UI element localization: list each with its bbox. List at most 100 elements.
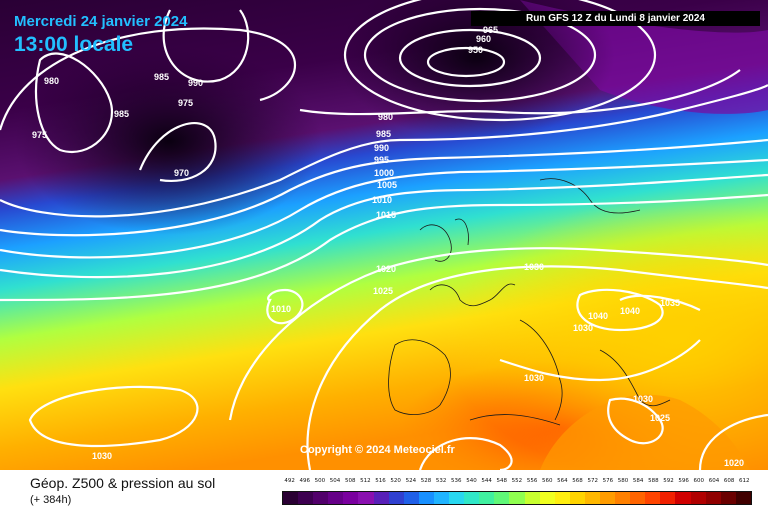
- legend-label: 548: [496, 478, 508, 484]
- legend-swatch: [313, 492, 329, 504]
- legend-label: 572: [587, 478, 598, 484]
- isobar-labels: 950 960 965 970 975 975 980 980 985 985 …: [32, 25, 744, 468]
- isobar-label: 990: [188, 78, 203, 88]
- legend-label: 600: [693, 478, 705, 484]
- isobar-label: 995: [374, 155, 389, 165]
- legend-swatch: [449, 492, 465, 504]
- isobar-lines: [0, 0, 768, 470]
- legend-swatch: [660, 492, 676, 504]
- legend-swatch: [599, 492, 616, 504]
- isobar-label: 970: [174, 168, 189, 178]
- isobar-label: 1010: [271, 304, 291, 314]
- isobar-label: 1000: [374, 168, 394, 178]
- isobar-label: 1030: [524, 262, 544, 272]
- model-run-banner: Run GFS 12 Z du Lundi 8 janvier 2024: [471, 11, 760, 26]
- legend-label: 552: [511, 478, 523, 484]
- legend-label: 508: [344, 478, 356, 484]
- legend-swatch: [433, 492, 450, 504]
- copyright-text: Copyright © 2024 Meteociel.fr: [300, 444, 455, 456]
- forecast-hour: 13:00 locale: [14, 33, 134, 56]
- legend-swatch: [494, 492, 510, 504]
- isobar-label: 1035: [660, 298, 680, 308]
- isobar-label: 985: [376, 129, 391, 139]
- isobar-label: 980: [378, 112, 393, 122]
- isobar-label: 985: [154, 72, 169, 82]
- legend-swatch: [283, 492, 299, 504]
- legend-swatch: [358, 492, 374, 504]
- legend-label: 584: [632, 478, 644, 484]
- isobar-label: 1015: [376, 210, 396, 220]
- legend-swatch: [615, 492, 631, 504]
- legend-label: 500: [314, 478, 326, 484]
- isobar-label: 990: [374, 143, 389, 153]
- isobar-label: 1005: [377, 180, 397, 190]
- legend-label: 604: [708, 478, 720, 484]
- legend-label: 496: [299, 478, 310, 484]
- isobar-label: 1040: [620, 306, 640, 316]
- legend-label: 492: [284, 478, 295, 484]
- legend-label: 528: [420, 478, 432, 484]
- legend-swatch: [645, 492, 661, 504]
- legend-label: 516: [375, 478, 386, 484]
- legend-label: 588: [648, 478, 659, 484]
- legend-swatch: [569, 492, 585, 504]
- legend-swatch: [509, 492, 525, 504]
- legend-label: 504: [329, 478, 341, 484]
- legend-label: 524: [405, 478, 417, 484]
- isobar-label: 965: [483, 25, 498, 35]
- isobar-label: 1020: [724, 458, 744, 468]
- color-scale-legend: 492 496 500 504 508 512 516 520 524 528 532 536 540 5…: [282, 478, 752, 508]
- legend-swatch: [403, 492, 419, 504]
- legend-label: 576: [602, 478, 614, 484]
- legend-label: 612: [739, 478, 750, 484]
- legend-swatch: [388, 492, 404, 504]
- legend-swatch: [630, 492, 646, 504]
- legend-label: 512: [360, 478, 371, 484]
- legend-label: 532: [435, 478, 447, 484]
- forecast-date: Mercredi 24 janvier 2024: [14, 13, 188, 30]
- legend-label: 520: [390, 478, 401, 484]
- chart-title: Géop. Z500 & pression au sol: [30, 475, 216, 491]
- forecast-range: (+ 384h): [30, 494, 72, 506]
- legend-label: 536: [451, 478, 462, 484]
- legend-label: 564: [557, 478, 568, 484]
- legend-label: 560: [541, 478, 553, 484]
- isobar-label: 985: [114, 109, 129, 119]
- legend-label: 540: [466, 478, 477, 484]
- legend-swatch: [584, 492, 600, 504]
- isobar-label: 1030: [633, 394, 653, 404]
- legend-label: 556: [526, 478, 538, 484]
- isobar-label: 1030: [573, 323, 593, 333]
- coastline-outlines: [388, 178, 671, 426]
- legend-label: 596: [678, 478, 689, 484]
- legend-swatch: [675, 492, 691, 504]
- legend-label: 592: [663, 478, 674, 484]
- map-canvas: 950 960 965 970 975 975 980 980 985 985 …: [0, 0, 768, 470]
- legend-swatch: [418, 492, 434, 504]
- legend-swatch: [328, 492, 344, 504]
- legend-label: 544: [481, 478, 492, 484]
- isobar-label: 1010: [372, 195, 392, 205]
- legend-swatch: [343, 492, 359, 504]
- legend-swatch: [720, 492, 736, 504]
- legend-color-bar: [282, 491, 752, 505]
- legend-label: 568: [572, 478, 583, 484]
- legend-labels: 492 496 500 504 508 512 516 520 524 528 532 536 540 5…: [282, 478, 752, 488]
- isobar-label: 975: [178, 98, 193, 108]
- legend-swatch: [735, 492, 751, 504]
- isobar-label: 950: [468, 45, 483, 55]
- legend-swatch: [539, 492, 555, 504]
- legend-label: 580: [617, 478, 629, 484]
- isobar-label: 975: [32, 130, 47, 140]
- legend-swatch: [373, 492, 389, 504]
- legend-swatch: [479, 492, 495, 504]
- isobar-label: 1030: [524, 373, 544, 383]
- legend-swatch: [705, 492, 721, 504]
- legend-swatch: [524, 492, 540, 504]
- isobar-label: 960: [476, 34, 491, 44]
- isobar-label: 1020: [376, 264, 396, 274]
- isobar-label: 1040: [588, 311, 608, 321]
- legend-swatch: [464, 492, 480, 504]
- legend-swatch: [690, 492, 706, 504]
